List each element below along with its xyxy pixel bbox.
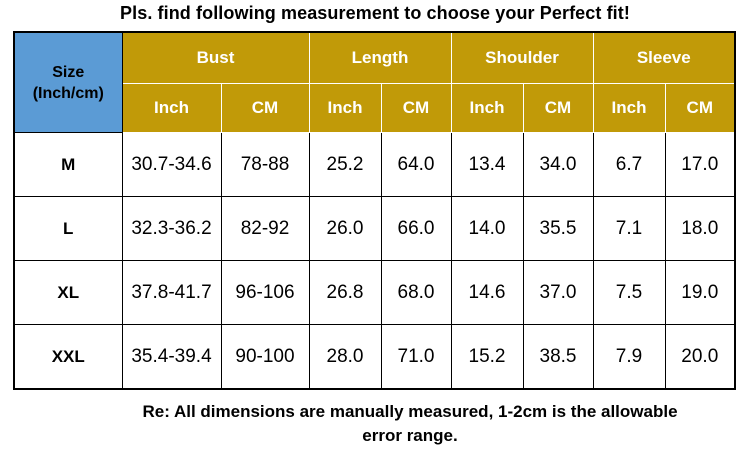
unit-header: CM xyxy=(380,83,452,133)
table-cell: 35.4-39.4 xyxy=(121,324,222,390)
note-line-1: Re: All dimensions are manually measured… xyxy=(142,402,678,421)
table-cell: 37.8-41.7 xyxy=(121,260,222,325)
table-cell: 32.3-36.2 xyxy=(121,196,222,261)
size-chart-table: Size (Inch/cm) Bust Length Shoulder Slee… xyxy=(13,31,737,390)
unit-header: CM xyxy=(522,83,594,133)
unit-header: Inch xyxy=(450,83,524,133)
table-cell: 7.9 xyxy=(592,324,666,390)
table-cell: 78-88 xyxy=(220,132,310,197)
table-cell: 71.0 xyxy=(380,324,452,390)
table-cell: 15.2 xyxy=(450,324,524,390)
table-cell: 7.1 xyxy=(592,196,666,261)
table-row: XL 37.8-41.7 96-106 26.8 68.0 14.6 37.0 … xyxy=(13,260,736,325)
size-column-header: Size (Inch/cm) xyxy=(13,31,123,133)
unit-header: CM xyxy=(220,83,310,133)
table-cell: 30.7-34.6 xyxy=(121,132,222,197)
unit-header: CM xyxy=(664,83,736,133)
page-title: Pls. find following measurement to choos… xyxy=(120,3,630,23)
table-cell: 7.5 xyxy=(592,260,666,325)
length-header: Length xyxy=(308,31,452,84)
bust-header: Bust xyxy=(121,31,310,84)
table-cell: 34.0 xyxy=(522,132,594,197)
unit-header: Inch xyxy=(592,83,666,133)
size-cell: XL xyxy=(13,260,123,325)
table-row: XXL 35.4-39.4 90-100 28.0 71.0 15.2 38.5… xyxy=(13,324,736,390)
table-cell: 20.0 xyxy=(664,324,736,390)
table-cell: 17.0 xyxy=(664,132,736,197)
table-cell: 13.4 xyxy=(450,132,524,197)
table-cell: 18.0 xyxy=(664,196,736,261)
size-cell: L xyxy=(13,196,123,261)
table-row: M 30.7-34.6 78-88 25.2 64.0 13.4 34.0 6.… xyxy=(13,132,736,197)
size-header-unit: (Inch/cm) xyxy=(32,84,104,102)
table-row: L 32.3-36.2 82-92 26.0 66.0 14.0 35.5 7.… xyxy=(13,196,736,261)
table-cell: 19.0 xyxy=(664,260,736,325)
table-cell: 96-106 xyxy=(220,260,310,325)
shoulder-header: Shoulder xyxy=(450,31,594,84)
table-cell: 90-100 xyxy=(220,324,310,390)
table-cell: 64.0 xyxy=(380,132,452,197)
note-line-2: error range. xyxy=(362,426,458,445)
table-cell: 26.0 xyxy=(308,196,382,261)
table-cell: 66.0 xyxy=(380,196,452,261)
table-cell: 6.7 xyxy=(592,132,666,197)
table-cell: 38.5 xyxy=(522,324,594,390)
table-cell: 82-92 xyxy=(220,196,310,261)
table-cell: 28.0 xyxy=(308,324,382,390)
table-cell: 25.2 xyxy=(308,132,382,197)
table-cell: 35.5 xyxy=(522,196,594,261)
table-cell: 14.0 xyxy=(450,196,524,261)
sleeve-header: Sleeve xyxy=(592,31,736,84)
unit-header: Inch xyxy=(308,83,382,133)
table-cell: 26.8 xyxy=(308,260,382,325)
size-cell: M xyxy=(13,132,123,197)
table-cell: 37.0 xyxy=(522,260,594,325)
size-cell: XXL xyxy=(13,324,123,390)
unit-header: Inch xyxy=(121,83,222,133)
table-cell: 68.0 xyxy=(380,260,452,325)
size-header-label: Size xyxy=(52,63,85,81)
table-cell: 14.6 xyxy=(450,260,524,325)
measurement-note: Re: All dimensions are manually measured… xyxy=(60,400,750,448)
